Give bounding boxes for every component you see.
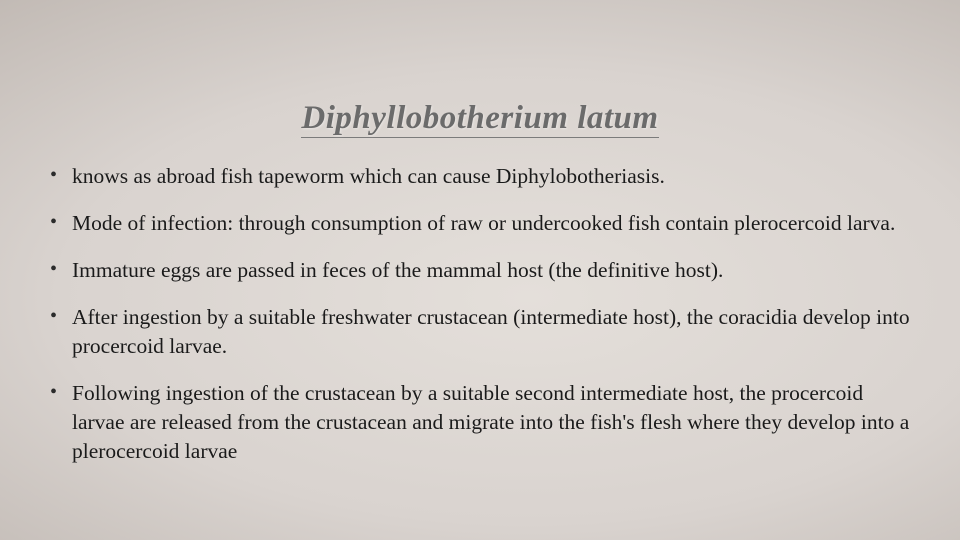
- bullet-text: Following ingestion of the crustacean by…: [72, 381, 909, 463]
- bullet-text: Immature eggs are passed in feces of the…: [72, 258, 723, 282]
- bullet-list: knows as abroad fish tapeworm which can …: [48, 162, 920, 484]
- list-item: Following ingestion of the crustacean by…: [48, 379, 920, 466]
- list-item: After ingestion by a suitable freshwater…: [48, 303, 920, 361]
- slide-title-text: Diphyllobotherium latum: [301, 100, 658, 138]
- list-item: knows as abroad fish tapeworm which can …: [48, 162, 920, 191]
- list-item: Immature eggs are passed in feces of the…: [48, 256, 920, 285]
- list-item: Mode of infection: through consumption o…: [48, 209, 920, 238]
- bullet-text: Mode of infection: through consumption o…: [72, 211, 895, 235]
- slide-title: Diphyllobotherium latum: [0, 100, 960, 137]
- slide-container: Diphyllobotherium latum knows as abroad …: [0, 0, 960, 540]
- bullet-text: knows as abroad fish tapeworm which can …: [72, 164, 665, 188]
- bullet-text: After ingestion by a suitable freshwater…: [72, 305, 910, 358]
